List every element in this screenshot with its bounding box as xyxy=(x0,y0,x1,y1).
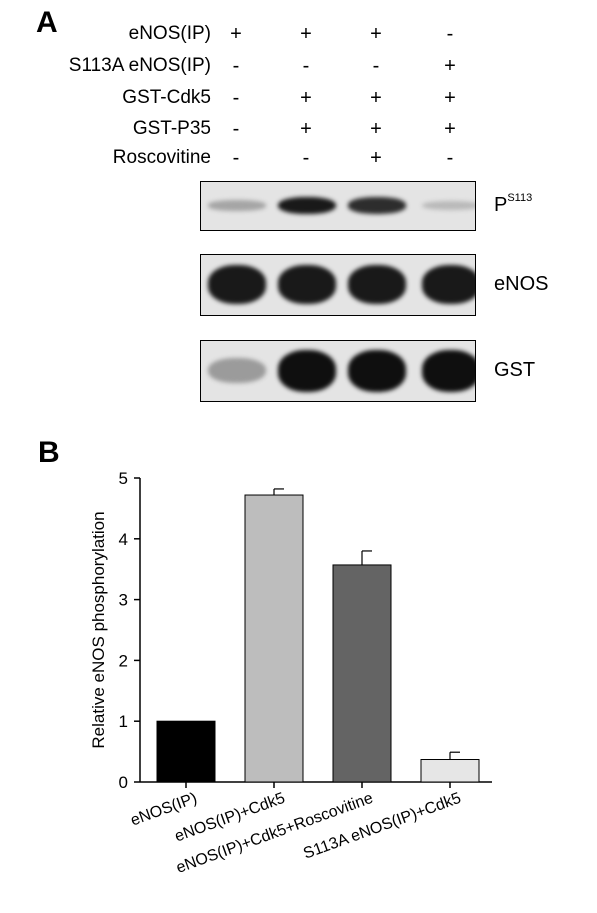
minus-sign: - xyxy=(232,118,240,140)
condition-label: Roscovitine xyxy=(112,147,211,168)
plus-sign: + xyxy=(300,87,312,109)
blot-band xyxy=(422,265,475,304)
bar xyxy=(244,494,304,783)
blot-band xyxy=(208,357,266,384)
x-tick-label: S113A eNOS(IP)+Cdk5 xyxy=(301,790,463,863)
y-tick-label: 3 xyxy=(119,591,128,610)
blot-label-main: eNOS xyxy=(494,273,549,295)
minus-sign: - xyxy=(302,55,310,77)
minus-sign: - xyxy=(446,147,454,169)
blot-band xyxy=(278,265,336,304)
blot-label-pS113: PS113 xyxy=(494,192,533,216)
condition-label: eNOS(IP) xyxy=(128,23,211,44)
blot-band xyxy=(422,200,475,211)
plus-sign: + xyxy=(230,23,242,45)
minus-sign: - xyxy=(302,147,310,169)
plus-sign: + xyxy=(370,147,382,169)
blot-band xyxy=(422,349,475,392)
minus-sign: - xyxy=(232,87,240,109)
plus-sign: + xyxy=(444,87,456,109)
y-axis-label: Relative eNOS phosphorylation xyxy=(89,511,108,748)
condition-label: GST-Cdk5 xyxy=(122,87,211,108)
blot-band xyxy=(208,265,266,304)
blot-band xyxy=(348,349,406,392)
plus-sign: + xyxy=(370,118,382,140)
blot-band xyxy=(348,265,406,304)
bar xyxy=(420,759,480,783)
blot-label-GST: GST xyxy=(494,360,535,380)
bar xyxy=(156,720,216,783)
minus-sign: - xyxy=(232,147,240,169)
plus-sign: + xyxy=(370,23,382,45)
blot-pS113 xyxy=(200,181,476,231)
blot-band xyxy=(278,196,336,215)
plus-sign: + xyxy=(300,118,312,140)
minus-sign: - xyxy=(372,55,380,77)
panel-a-letter: A xyxy=(36,6,58,39)
condition-label: S113A eNOS(IP) xyxy=(68,55,211,76)
minus-sign: - xyxy=(232,55,240,77)
blot-eNOS xyxy=(200,254,476,316)
blot-band xyxy=(348,197,406,214)
blot-label-main: GST xyxy=(494,359,536,381)
bar xyxy=(332,564,392,783)
y-tick-label: 0 xyxy=(119,773,128,792)
blot-band xyxy=(208,200,266,211)
y-tick-label: 4 xyxy=(119,530,128,549)
blot-GST xyxy=(200,340,476,402)
blot-band xyxy=(278,349,336,392)
blot-label-eNOS: eNOS xyxy=(494,274,548,294)
plus-sign: + xyxy=(444,55,456,77)
y-tick-label: 2 xyxy=(119,651,128,670)
minus-sign: - xyxy=(446,23,454,45)
blot-label-main: P xyxy=(494,194,508,216)
blot-label-superscript: S113 xyxy=(507,192,533,204)
plus-sign: + xyxy=(300,23,312,45)
plus-sign: + xyxy=(444,118,456,140)
plus-sign: + xyxy=(370,87,382,109)
condition-label: GST-P35 xyxy=(132,118,211,139)
panel-b-letter: B xyxy=(38,436,60,469)
y-tick-label: 1 xyxy=(119,712,128,731)
y-tick-label: 5 xyxy=(119,469,128,488)
